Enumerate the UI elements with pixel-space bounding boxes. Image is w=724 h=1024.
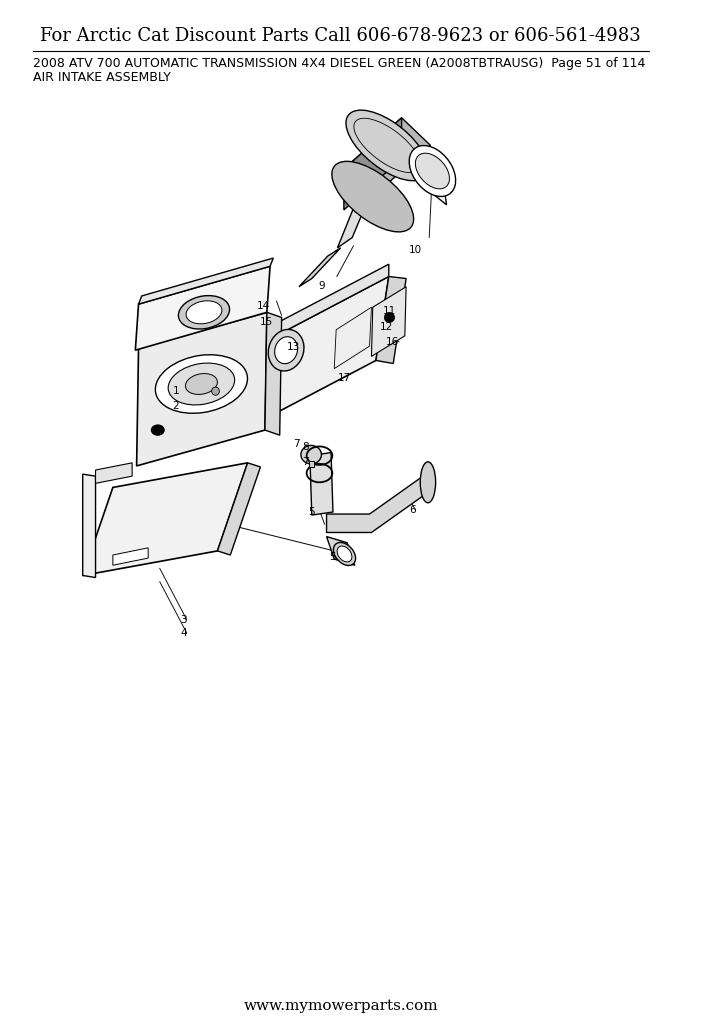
Ellipse shape xyxy=(156,354,248,414)
Polygon shape xyxy=(337,176,378,248)
Text: 4: 4 xyxy=(180,628,187,638)
Ellipse shape xyxy=(332,162,413,231)
Ellipse shape xyxy=(301,445,321,464)
Text: 1: 1 xyxy=(172,386,179,396)
Text: 2008 ATV 700 AUTOMATIC TRANSMISSION 4X4 DIESEL GREEN (A2008TBTRAUSG)  Page 51 of: 2008 ATV 700 AUTOMATIC TRANSMISSION 4X4 … xyxy=(33,57,645,70)
Text: For Arctic Cat Discount Parts Call 606-678-9623 or 606-561-4983: For Arctic Cat Discount Parts Call 606-6… xyxy=(41,27,641,45)
Text: 10: 10 xyxy=(408,245,421,255)
Text: 3: 3 xyxy=(180,614,187,625)
Text: 6: 6 xyxy=(409,505,416,515)
Polygon shape xyxy=(96,463,132,483)
Text: 14: 14 xyxy=(257,301,270,311)
Text: 7: 7 xyxy=(293,439,300,450)
Text: 7: 7 xyxy=(302,457,308,467)
Ellipse shape xyxy=(168,364,235,404)
Ellipse shape xyxy=(337,546,352,562)
Polygon shape xyxy=(308,461,313,467)
Ellipse shape xyxy=(211,387,219,395)
Ellipse shape xyxy=(269,330,304,371)
Polygon shape xyxy=(418,159,447,205)
Polygon shape xyxy=(299,248,341,287)
Polygon shape xyxy=(138,258,273,304)
Polygon shape xyxy=(371,287,406,356)
Polygon shape xyxy=(83,463,248,575)
Polygon shape xyxy=(217,463,261,555)
Ellipse shape xyxy=(185,374,217,394)
Text: 11: 11 xyxy=(382,306,396,316)
Polygon shape xyxy=(267,276,389,418)
Polygon shape xyxy=(327,473,429,532)
Text: 2: 2 xyxy=(172,400,179,411)
Polygon shape xyxy=(265,312,282,435)
Ellipse shape xyxy=(384,312,395,323)
Text: 17: 17 xyxy=(337,373,351,383)
Ellipse shape xyxy=(346,111,428,180)
Polygon shape xyxy=(344,118,431,197)
Text: 13: 13 xyxy=(287,342,300,352)
Polygon shape xyxy=(344,118,402,210)
Text: www.mymowerparts.com: www.mymowerparts.com xyxy=(243,998,438,1013)
Ellipse shape xyxy=(416,154,450,188)
Polygon shape xyxy=(83,474,96,578)
Ellipse shape xyxy=(186,301,222,324)
Ellipse shape xyxy=(151,425,164,435)
Ellipse shape xyxy=(178,296,230,329)
Polygon shape xyxy=(135,266,270,350)
Text: 5: 5 xyxy=(329,552,335,562)
Text: 9: 9 xyxy=(319,281,325,291)
Text: 5: 5 xyxy=(308,507,315,517)
Text: AIR INTAKE ASSEMBLY: AIR INTAKE ASSEMBLY xyxy=(33,72,171,84)
Ellipse shape xyxy=(334,543,355,565)
Polygon shape xyxy=(137,312,267,466)
Text: 8: 8 xyxy=(302,442,308,453)
Text: 15: 15 xyxy=(260,316,273,327)
Ellipse shape xyxy=(420,462,436,503)
Polygon shape xyxy=(376,276,406,364)
Ellipse shape xyxy=(409,145,455,197)
Ellipse shape xyxy=(274,337,298,364)
Text: 12: 12 xyxy=(379,322,392,332)
Polygon shape xyxy=(310,453,333,515)
Polygon shape xyxy=(279,264,389,334)
Text: 16: 16 xyxy=(386,337,399,347)
Polygon shape xyxy=(327,537,355,565)
Polygon shape xyxy=(334,307,371,369)
Polygon shape xyxy=(113,548,148,565)
